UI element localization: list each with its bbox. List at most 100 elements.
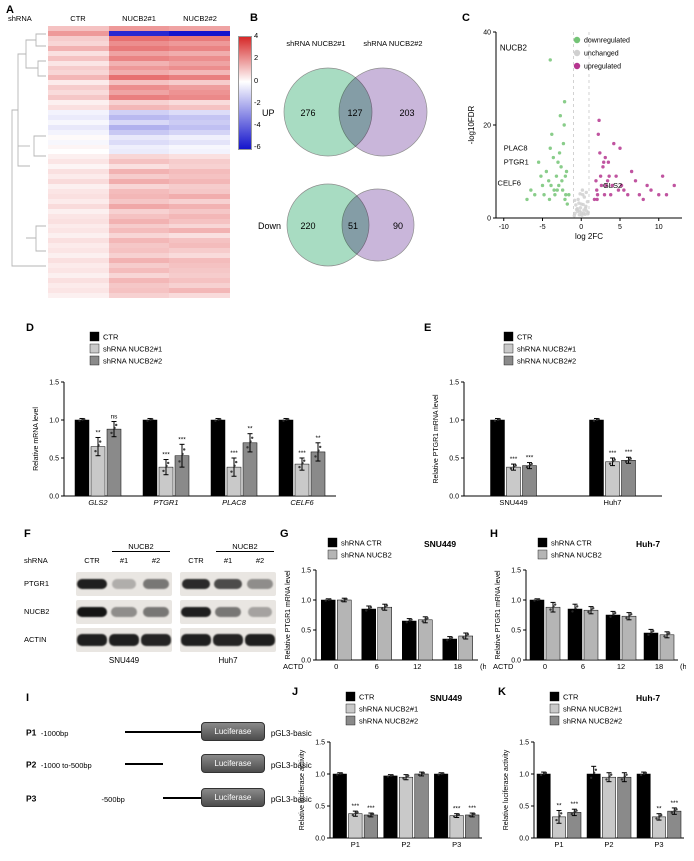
- svg-text:CTR: CTR: [563, 693, 579, 702]
- svg-text:0.0: 0.0: [449, 494, 459, 501]
- venn-down-right-circle: [341, 188, 415, 262]
- svg-text:-5: -5: [539, 224, 545, 231]
- blot-ptgr1-snu449: [76, 572, 172, 596]
- panel-label-b: B: [250, 12, 258, 24]
- protein-band: [181, 634, 211, 646]
- svg-text:1.5: 1.5: [449, 380, 459, 387]
- svg-text:-10: -10: [499, 224, 509, 231]
- venn-up-right-label: shRNA NUCB2#2: [363, 39, 422, 48]
- venn-up-right-count: 203: [399, 108, 414, 118]
- panel-label-f: F: [24, 528, 31, 540]
- svg-text:Relative PTGR1 mRNA level: Relative PTGR1 mRNA level: [433, 394, 440, 484]
- venn-down-left-count: 220: [300, 221, 315, 231]
- svg-text:unchanged: unchanged: [584, 51, 619, 58]
- venn-down-overlap-count: 51: [348, 221, 358, 231]
- svg-text:**: **: [247, 426, 253, 433]
- svg-text:**: **: [656, 806, 662, 813]
- svg-text:P1: P1: [554, 840, 563, 849]
- protein-band: [143, 579, 169, 589]
- svg-text:PTGR1: PTGR1: [504, 158, 529, 167]
- venn-up-right-circle: [338, 67, 428, 157]
- svg-text:P1: P1: [351, 840, 360, 849]
- protein-band: [77, 579, 107, 589]
- construct-name: P2: [26, 759, 37, 770]
- lane-label-2-1: #2: [151, 556, 161, 565]
- blot-row-label-nucb2: NUCB2: [24, 607, 50, 616]
- western-blot-panel: NUCB2 NUCB2 shRNA CTR #1 #2 CTR #1 #2 PT…: [24, 540, 282, 674]
- svg-text:0.0: 0.0: [49, 494, 59, 501]
- protein-band: [214, 579, 242, 589]
- svg-text:***: ***: [298, 450, 306, 457]
- protein-band: [109, 634, 139, 646]
- bar-chart-actd-huh7: 0.0 0.5 1.0 1.5 Relative PTGR1 mRNA level shR…: [486, 536, 690, 689]
- svg-text:**: **: [556, 802, 562, 809]
- svg-text:***: ***: [526, 455, 534, 462]
- construct-region: -1000bp: [40, 728, 69, 738]
- svg-text:0: 0: [543, 662, 547, 671]
- construct-name: P3: [26, 793, 37, 804]
- svg-text:0.5: 0.5: [49, 456, 59, 463]
- construct-p1: P1 -1000bp Luciferase pGL3-basic: [26, 722, 312, 741]
- svg-text:Relative PTGR1 mRNA level: Relative PTGR1 mRNA level: [285, 570, 292, 660]
- bar-chart-actd-snu449: 0.0 0.5 1.0 1.5 Relative PTGR1 mRNA level shR…: [276, 536, 490, 689]
- blot-row-label-actin: ACTIN: [24, 635, 47, 644]
- svg-text:1.0: 1.0: [511, 598, 521, 605]
- construct-region: -1000 to-500bp: [40, 760, 92, 770]
- cell-line-huh7: Huh7: [218, 656, 238, 665]
- vector-label: pGL3-basic: [270, 728, 312, 738]
- heatmap-col-nucb2-1: NUCB2#1: [122, 14, 156, 23]
- colorbar-tick: 0: [254, 76, 259, 85]
- svg-text:downregulated: downregulated: [584, 38, 630, 45]
- svg-text:0.5: 0.5: [315, 804, 325, 811]
- protein-band: [215, 607, 241, 617]
- heatmap-col-nucb2-2: NUCB2#2: [183, 14, 217, 23]
- protein-band: [247, 607, 273, 617]
- colorbar-tick: -2: [254, 98, 261, 107]
- protein-band: [181, 579, 211, 589]
- volcano-plot: -10 -5 0 5 10 0 20 40 log 2FC -log10FDR downregula…: [456, 18, 692, 267]
- svg-text:Huh-7: Huh-7: [636, 693, 660, 703]
- protein-band: [213, 634, 243, 646]
- svg-text:0: 0: [579, 224, 583, 231]
- heatmap-shrna-label: shRNA: [8, 14, 32, 23]
- svg-text:1.0: 1.0: [519, 772, 529, 779]
- svg-text:shRNA NUCB2: shRNA NUCB2: [341, 551, 392, 560]
- dendrogram: [11, 33, 46, 267]
- panel-label-h: H: [490, 528, 498, 540]
- svg-text:***: ***: [352, 803, 360, 810]
- svg-text:***: ***: [178, 436, 186, 443]
- svg-text:log 2FC: log 2FC: [575, 232, 603, 241]
- colorbar-tick: -6: [254, 142, 261, 151]
- svg-text:P2: P2: [604, 840, 613, 849]
- svg-text:12: 12: [617, 662, 625, 671]
- svg-text:CTR: CTR: [359, 693, 375, 702]
- svg-text:CELF6: CELF6: [290, 498, 314, 507]
- protein-band: [247, 579, 273, 589]
- protein-band: [111, 607, 137, 617]
- lane-label-ctr-2: CTR: [188, 556, 204, 565]
- svg-text:6: 6: [375, 662, 379, 671]
- luciferase-box: Luciferase: [200, 722, 265, 741]
- svg-text:1.0: 1.0: [449, 418, 459, 425]
- svg-text:Huh-7: Huh-7: [636, 539, 660, 549]
- svg-text:shRNA NUCB2#2: shRNA NUCB2#2: [359, 717, 418, 726]
- svg-text:1.5: 1.5: [511, 568, 521, 575]
- blot-group-header-1: NUCB2: [112, 542, 170, 552]
- panel-label-k: K: [498, 686, 506, 698]
- svg-text:shRNA NUCB2#1: shRNA NUCB2#1: [103, 345, 162, 354]
- svg-text:(h): (h): [480, 662, 486, 671]
- svg-text:shRNA CTR: shRNA CTR: [341, 539, 382, 548]
- protein-band: [245, 634, 275, 646]
- svg-text:40: 40: [483, 30, 491, 37]
- svg-text:SNU449: SNU449: [430, 693, 462, 703]
- svg-text:-log10FDR: -log10FDR: [467, 105, 476, 144]
- bar-chart-luciferase-huh7: 0.0 0.5 1.0 1.5 Relative luciferase activity…: [494, 690, 692, 861]
- lane-label-2-2: #2: [255, 556, 265, 565]
- svg-text:ns: ns: [111, 414, 119, 421]
- svg-text:***: ***: [468, 805, 476, 812]
- svg-text:1.0: 1.0: [301, 598, 311, 605]
- svg-text:shRNA NUCB2#1: shRNA NUCB2#1: [563, 705, 622, 714]
- svg-text:***: ***: [571, 801, 579, 808]
- svg-text:**: **: [95, 429, 101, 436]
